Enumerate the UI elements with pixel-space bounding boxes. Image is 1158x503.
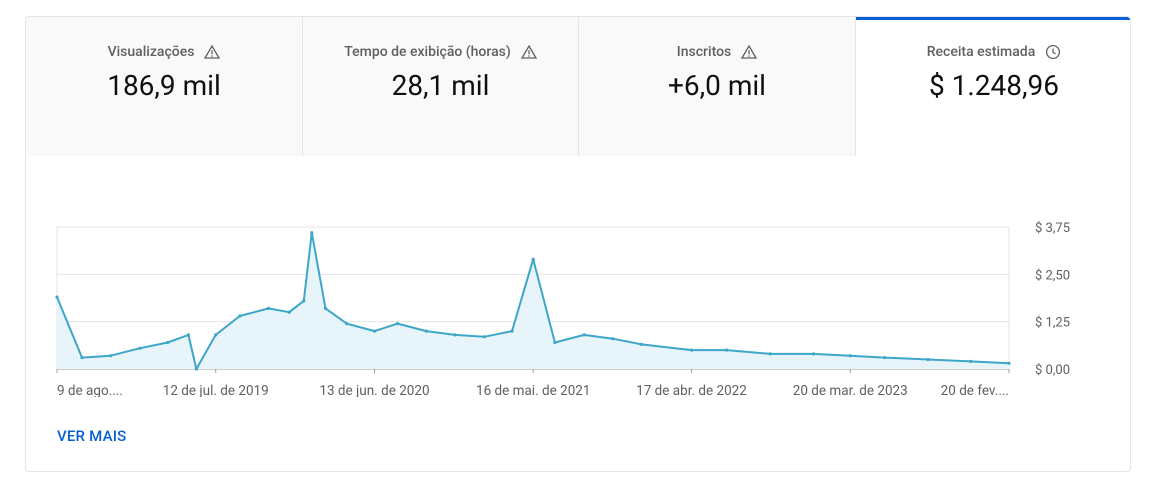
tab-watch-time-label: Tempo de exibição (horas) — [344, 44, 511, 60]
data-point — [725, 348, 729, 352]
data-point — [1007, 361, 1011, 365]
data-point — [109, 354, 113, 358]
data-point — [582, 333, 586, 337]
data-point — [323, 306, 328, 310]
y-tick-label: $ 3,75 — [1035, 221, 1070, 236]
tab-estimated-revenue[interactable]: Receita estimada $ 1.248,96 — [856, 17, 1130, 156]
tab-revenue-value: $ 1.248,96 — [929, 69, 1059, 102]
analytics-card: Visualizações 186,9 mil Tempo de exibiçã… — [25, 16, 1131, 472]
data-point — [848, 354, 852, 358]
warning-icon — [204, 44, 221, 59]
warning-icon — [520, 44, 537, 59]
data-points — [55, 231, 1011, 371]
data-point — [238, 314, 242, 318]
x-tick-label: 9 de ago.... — [57, 383, 123, 397]
tab-watch-time[interactable]: Tempo de exibição (horas) 28,1 mil — [303, 17, 579, 156]
tab-views-label-row: Visualizações — [26, 44, 302, 60]
tab-revenue-label: Receita estimada — [926, 44, 1036, 60]
data-point — [689, 348, 694, 352]
data-point — [611, 337, 615, 341]
data-point — [372, 329, 377, 333]
x-tick-label: 20 de mar. de 2023 — [793, 383, 908, 397]
x-tick-label: 13 de jun. de 2020 — [319, 383, 429, 397]
warning-icon — [741, 44, 758, 59]
data-point — [482, 335, 486, 339]
tab-views-label: Visualizações — [107, 44, 195, 60]
data-point — [138, 346, 142, 350]
y-tick-label: $ 1,25 — [1035, 316, 1070, 331]
data-point — [510, 329, 514, 333]
data-point — [266, 306, 271, 310]
data-point — [926, 357, 930, 362]
data-point — [186, 333, 190, 337]
data-point — [80, 356, 84, 360]
data-point — [302, 299, 306, 303]
revenue-chart: $ 0,00 $ 1,25 $ 2,50 $ 3,75 9 de ago.... 12 … — [55, 221, 1070, 397]
data-point — [883, 356, 887, 360]
tab-views[interactable]: Visualizações 186,9 mil — [26, 17, 303, 156]
data-point — [640, 342, 644, 346]
metric-tabs: Visualizações 186,9 mil Tempo de exibiçã… — [26, 17, 1130, 156]
tab-watch-time-label-row: Tempo de exibição (horas) — [303, 44, 578, 60]
x-tick-label: 17 de abr. de 2022 — [636, 383, 747, 397]
data-point — [424, 329, 428, 333]
data-point — [811, 352, 816, 356]
data-point — [396, 322, 400, 326]
y-tick-label: $ 2,50 — [1035, 268, 1070, 283]
data-point — [768, 352, 772, 356]
tab-views-value: 186,9 mil — [107, 69, 221, 102]
clock-icon — [1046, 44, 1061, 60]
data-point — [531, 257, 535, 261]
tab-subscribers[interactable]: Inscritos +6,0 mil — [579, 17, 856, 156]
data-point — [310, 231, 314, 235]
y-tick-label: $ 0,00 — [1035, 363, 1070, 378]
tab-watch-time-value: 28,1 mil — [391, 69, 490, 102]
data-point — [214, 333, 218, 337]
x-tick-label: 16 de mai. de 2021 — [476, 383, 591, 397]
data-point — [194, 367, 198, 371]
tab-subscribers-value: +6,0 mil — [668, 69, 766, 102]
data-point — [166, 340, 170, 345]
data-point — [55, 295, 59, 299]
data-point — [453, 333, 457, 337]
x-tick-label: 12 de jul. de 2019 — [163, 383, 269, 397]
see-more-link[interactable]: VER MAIS — [57, 427, 127, 445]
data-point — [969, 359, 973, 363]
data-point — [287, 310, 291, 314]
revenue-area — [57, 232, 1009, 369]
tab-subscribers-label: Inscritos — [676, 44, 732, 60]
data-point — [553, 340, 557, 345]
data-point — [345, 322, 349, 326]
tab-revenue-label-row: Receita estimada — [856, 44, 1130, 60]
tab-subscribers-label-row: Inscritos — [579, 44, 855, 60]
x-tick-label: 20 de fev.... — [941, 383, 1009, 397]
